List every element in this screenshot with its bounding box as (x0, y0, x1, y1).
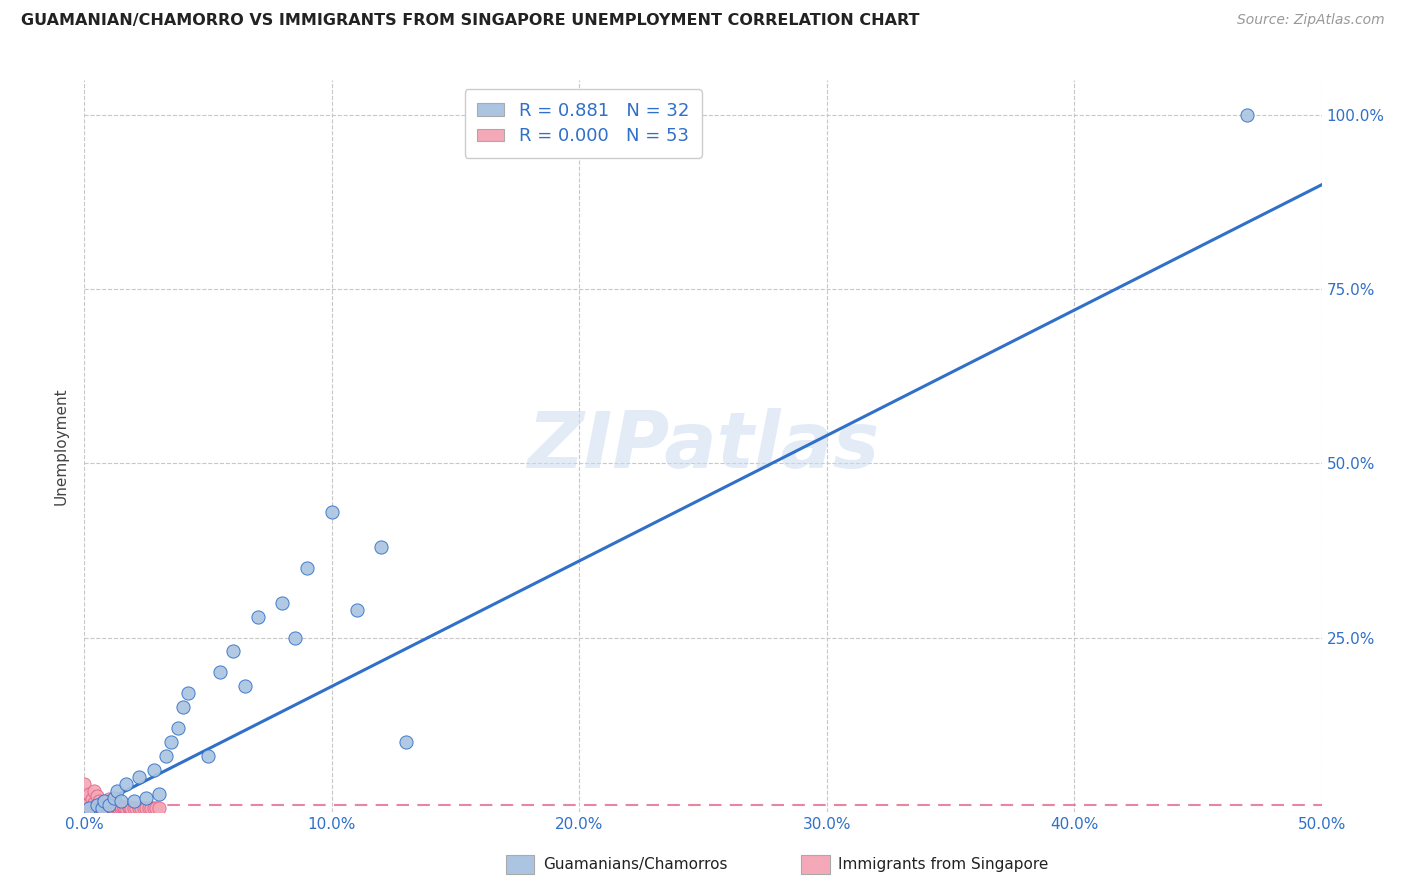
Text: Immigrants from Singapore: Immigrants from Singapore (838, 857, 1049, 871)
Point (83, 784, 105, 798)
Point (118, 800, 141, 814)
Text: ZIPatlas: ZIPatlas (527, 408, 879, 484)
Point (110, 799, 132, 814)
Point (80, 792, 103, 806)
Point (86, 797, 108, 812)
Text: GUAMANIAN/CHAMORRO VS IMMIGRANTS FROM SINGAPORE UNEMPLOYMENT CORRELATION CHART: GUAMANIAN/CHAMORRO VS IMMIGRANTS FROM SI… (21, 13, 920, 29)
Point (112, 801, 135, 815)
Point (110, 801, 132, 815)
Point (135, 790, 157, 805)
Point (148, 787, 170, 801)
Point (120, 801, 142, 815)
Point (295, 561, 318, 575)
Point (90, 797, 112, 811)
Point (103, 790, 125, 805)
Point (284, 631, 307, 645)
Point (89, 801, 111, 815)
Point (93, 801, 115, 815)
Point (105, 799, 128, 814)
Point (83, 797, 105, 811)
Point (118, 801, 141, 815)
Point (86, 801, 108, 815)
Point (98, 797, 121, 812)
Point (271, 596, 294, 610)
Point (100, 797, 122, 812)
Point (80, 801, 103, 815)
Point (93, 794, 115, 808)
Point (73, 777, 96, 791)
Point (395, 735, 418, 749)
Point (370, 540, 392, 554)
Point (167, 721, 190, 735)
Point (86, 789, 108, 804)
Legend: R = 0.881   N = 32, R = 0.000   N = 53: R = 0.881 N = 32, R = 0.000 N = 53 (464, 89, 702, 158)
Point (138, 801, 160, 815)
Point (122, 801, 145, 815)
Point (129, 801, 152, 815)
Point (160, 735, 183, 749)
Point (148, 801, 170, 815)
Point (93, 797, 115, 811)
Point (233, 679, 256, 693)
Point (79, 787, 101, 801)
Point (86, 797, 108, 812)
Point (90, 801, 112, 815)
Point (79, 801, 101, 815)
Point (321, 505, 343, 519)
Point (98, 792, 121, 806)
Point (246, 609, 269, 624)
Point (155, 749, 177, 764)
Point (128, 801, 150, 815)
Point (89, 794, 111, 808)
Point (346, 603, 368, 617)
Point (177, 686, 200, 700)
Point (209, 665, 232, 680)
Point (142, 801, 165, 815)
Point (79, 797, 101, 811)
Point (142, 763, 165, 777)
Point (145, 801, 167, 815)
Point (172, 700, 194, 714)
Text: Guamanians/Chamorros: Guamanians/Chamorros (543, 857, 727, 871)
Point (98, 797, 121, 812)
Point (115, 801, 138, 815)
Point (96, 801, 118, 815)
Point (115, 777, 138, 791)
Point (90, 801, 112, 815)
Point (105, 801, 128, 815)
Point (73, 794, 96, 808)
Point (105, 784, 128, 798)
Point (79, 801, 101, 815)
Point (96, 797, 118, 812)
Text: Source: ZipAtlas.com: Source: ZipAtlas.com (1237, 13, 1385, 28)
Point (103, 797, 125, 812)
Point (83, 801, 105, 815)
Point (135, 801, 157, 815)
Point (103, 801, 125, 815)
Point (128, 770, 150, 784)
Point (73, 787, 96, 801)
Point (122, 794, 145, 808)
Point (1236, 108, 1258, 122)
Y-axis label: Unemployment: Unemployment (53, 387, 69, 505)
Point (112, 800, 135, 814)
Point (73, 797, 96, 812)
Point (73, 801, 96, 815)
Point (222, 644, 245, 658)
Point (100, 801, 122, 815)
Point (132, 801, 155, 815)
Point (108, 801, 131, 815)
Point (141, 801, 163, 815)
Point (98, 801, 121, 815)
Point (110, 794, 132, 808)
Point (197, 749, 219, 764)
Point (125, 801, 148, 815)
